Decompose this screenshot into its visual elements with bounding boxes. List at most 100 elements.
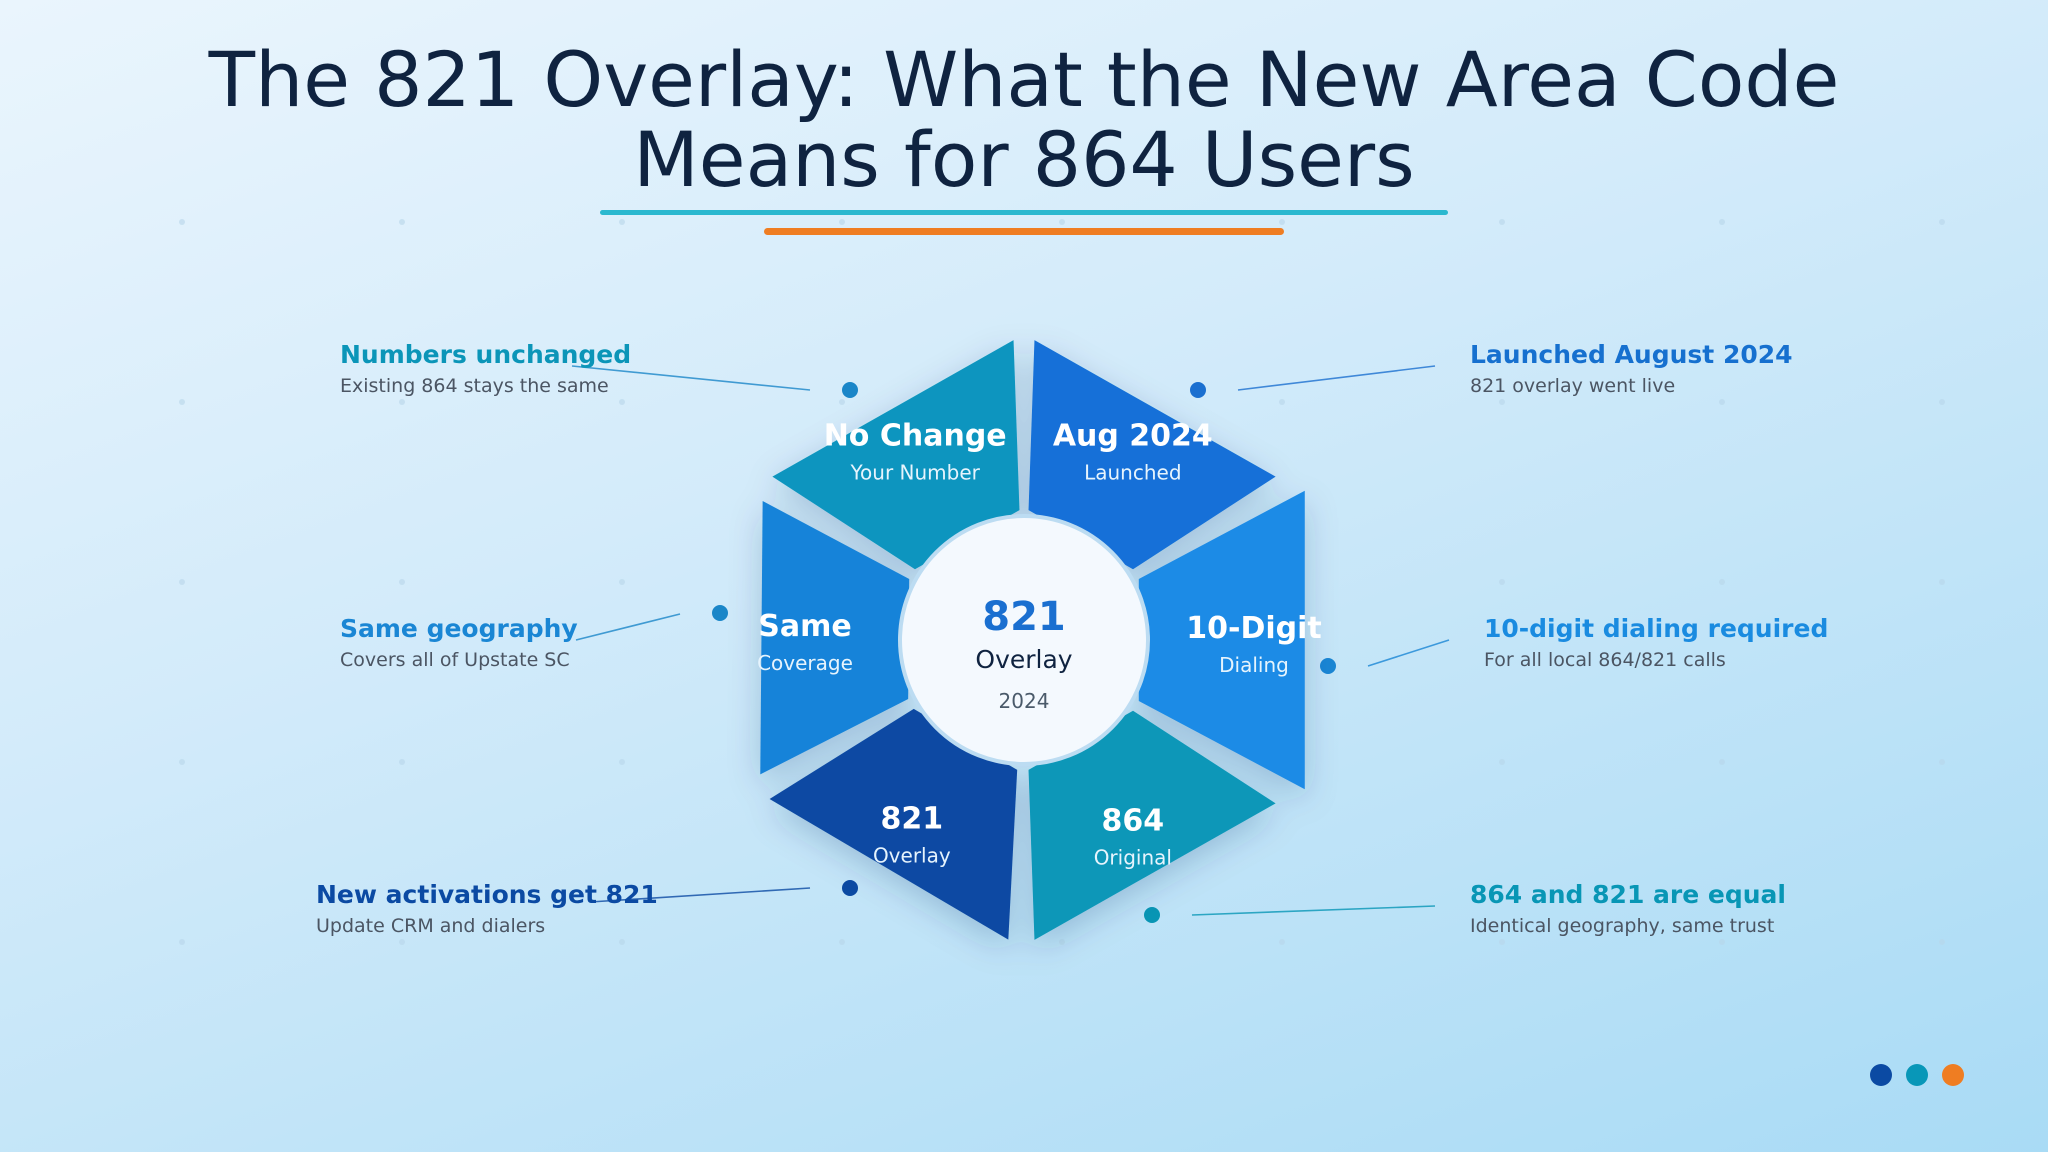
background-dot (1719, 219, 1725, 225)
connector-lines (571, 365, 1450, 923)
callout-launched: Launched August 2024 821 overlay went li… (1470, 338, 1830, 400)
background-dot (179, 759, 185, 765)
connector-line (1367, 639, 1450, 667)
background-dot (179, 579, 185, 585)
segment-subtitle: Coverage (757, 651, 853, 675)
background-dot (1719, 939, 1725, 945)
center-circle (898, 514, 1150, 766)
connector-dot (842, 880, 858, 896)
connector-dot (1190, 382, 1206, 398)
wheel-segment (769, 708, 1018, 940)
background-dot (399, 939, 405, 945)
background-dot (399, 579, 405, 585)
background-dot (839, 939, 845, 945)
segment-title: Same (758, 609, 851, 644)
wheel-segment (772, 340, 1020, 570)
background-dot (619, 399, 625, 405)
background-dot (1719, 579, 1725, 585)
segment-subtitle: Your Number (849, 461, 980, 485)
page-title-line-1: The 821 Overlay: What the New Area Code (208, 35, 1840, 124)
background-dot (1499, 759, 1505, 765)
connector-dot (1144, 907, 1160, 923)
segment-subtitle: Dialing (1219, 653, 1289, 677)
callout-same-geography: Same geography Covers all of Upstate SC (340, 612, 700, 674)
background-dot (1939, 219, 1945, 225)
center-year: 2024 (999, 689, 1050, 713)
connector-line (575, 613, 681, 641)
segment-subtitle: Original (1094, 845, 1172, 869)
background-dot (619, 939, 625, 945)
background-dot (619, 579, 625, 585)
page-title: The 821 Overlay: What the New Area Code … (0, 40, 2048, 200)
callout-description: Update CRM and dialers (316, 915, 546, 937)
background-dot (1279, 399, 1285, 405)
legend-dot-navy (1870, 1064, 1892, 1086)
background-dot (1499, 939, 1505, 945)
wheel-segment (760, 501, 910, 775)
callout-description: Identical geography, same trust (1470, 915, 1775, 937)
callout-heading: New activations get 821 (316, 880, 658, 909)
callout-heading: 10-digit dialing required (1484, 614, 1829, 643)
background-dot (839, 219, 845, 225)
background-dot (1939, 579, 1945, 585)
segment-title: 10-Digit (1186, 611, 1321, 646)
wheel-segments (760, 340, 1305, 940)
wheel-segment-labels: Aug 2024 Launched 10-Digit Dialing 864 Origin… (757, 419, 1322, 870)
center-label: Overlay (975, 645, 1072, 674)
wheel-center: 821 Overlay 2024 (898, 514, 1150, 766)
legend-dot-orange (1942, 1064, 1964, 1086)
title-accent-underline (764, 228, 1284, 235)
callout-numbers-unchanged: Numbers unchanged Existing 864 stays the… (340, 338, 700, 400)
callout-heading: Numbers unchanged (340, 340, 632, 369)
background-dot (179, 399, 185, 405)
callout-heading: 864 and 821 are equal (1470, 880, 1786, 909)
segment-subtitle: Launched (1084, 461, 1181, 485)
segment-subtitle: Overlay (873, 843, 951, 867)
callout-equal: 864 and 821 are equal Identical geograph… (1470, 878, 1830, 940)
connector-dot (712, 605, 728, 621)
background-dot (1939, 759, 1945, 765)
callout-description: Covers all of Upstate SC (340, 649, 570, 671)
callout-heading: Launched August 2024 (1470, 340, 1793, 369)
background-dot (839, 399, 845, 405)
background-dot (179, 939, 185, 945)
background-dot (619, 219, 625, 225)
title-underline (600, 210, 1448, 215)
callout-new-activations: New activations get 821 Update CRM and d… (316, 878, 676, 940)
wheel-segment (1138, 490, 1305, 790)
connector-dot (842, 382, 858, 398)
background-dot (1059, 219, 1065, 225)
connector-line (1191, 905, 1436, 916)
background-dot (1719, 399, 1725, 405)
connector-line (571, 365, 811, 391)
wheel-segment (1028, 340, 1276, 570)
segment-title: 821 (881, 801, 944, 836)
background-dot (619, 759, 625, 765)
wheel-segment (1028, 710, 1276, 940)
background-dot (1279, 939, 1285, 945)
background-dot (399, 399, 405, 405)
connector-line (1237, 365, 1436, 391)
background-dot (1499, 219, 1505, 225)
background-dot (1719, 759, 1725, 765)
callout-description: 821 overlay went live (1470, 375, 1676, 397)
callout-heading: Same geography (340, 614, 578, 643)
segment-title: No Change (824, 419, 1007, 454)
segment-title: Aug 2024 (1053, 419, 1213, 454)
segment-title: 864 (1102, 803, 1165, 838)
connector-dot (1320, 658, 1336, 674)
callout-description: For all local 864/821 calls (1484, 649, 1726, 671)
background-dot (1279, 219, 1285, 225)
background-dot (399, 219, 405, 225)
background-dot (179, 219, 185, 225)
center-code: 821 (982, 594, 1066, 640)
background-dot (1499, 579, 1505, 585)
background-dot (1939, 939, 1945, 945)
background-dot (1059, 939, 1065, 945)
callout-description: Existing 864 stays the same (340, 375, 609, 397)
background-dot (1939, 399, 1945, 405)
legend-dot-teal (1906, 1064, 1928, 1086)
background-dot (1499, 399, 1505, 405)
page-title-line-2: Means for 864 Users (633, 115, 1415, 204)
